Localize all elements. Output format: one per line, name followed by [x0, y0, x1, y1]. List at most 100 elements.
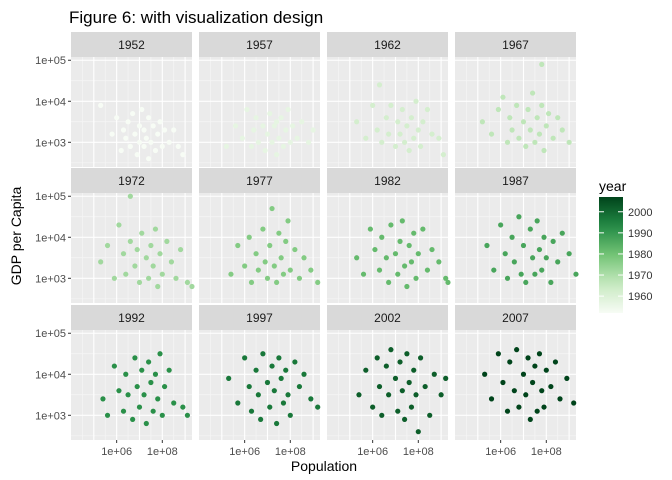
data-point: [166, 367, 172, 373]
data-point: [363, 367, 369, 373]
data-point: [242, 355, 248, 361]
data-point: [315, 404, 321, 410]
data-point: [141, 392, 147, 398]
data-point: [415, 251, 421, 257]
data-point: [125, 119, 131, 125]
data-point: [155, 283, 161, 290]
data-point: [155, 131, 161, 137]
legend-title: year: [599, 178, 627, 194]
data-point: [406, 379, 412, 386]
data-point: [500, 94, 506, 100]
data-point: [146, 156, 152, 162]
data-point: [269, 363, 275, 369]
data-point: [292, 246, 298, 253]
y-tick-label: 1e+05: [35, 328, 66, 340]
data-point: [157, 119, 163, 125]
data-point: [507, 359, 513, 365]
data-point: [376, 267, 383, 273]
data-point: [184, 412, 191, 418]
data-point: [479, 119, 485, 125]
data-point: [388, 222, 394, 228]
data-point: [376, 383, 383, 390]
x-tick-label: 1e+06: [229, 446, 260, 458]
data-point: [383, 115, 389, 121]
data-point: [274, 420, 280, 427]
data-point: [139, 367, 145, 373]
data-point: [109, 131, 115, 137]
data-point: [244, 106, 250, 113]
data-point: [276, 135, 282, 141]
data-point: [534, 115, 540, 121]
facet-strip-label: 1977: [246, 174, 273, 188]
facet-strip-label: 1952: [118, 38, 145, 52]
data-point: [413, 275, 419, 281]
data-point: [514, 347, 520, 353]
data-point: [267, 110, 273, 117]
color-legend: year 1960 1970 1980 1990 2000: [599, 178, 652, 313]
facet-panel-1987: 1987: [455, 168, 579, 303]
data-point: [173, 275, 179, 281]
facet-panel-1967: 1967: [455, 32, 576, 167]
data-point: [402, 263, 408, 269]
data-point: [559, 127, 565, 133]
y-tick-label: 1e+04: [35, 369, 66, 381]
facet-strip: [455, 32, 576, 57]
data-point: [305, 139, 312, 145]
data-point: [543, 123, 549, 129]
data-point: [397, 359, 403, 365]
data-point: [422, 383, 428, 390]
data-point: [264, 131, 271, 137]
data-point: [516, 135, 522, 141]
data-point: [491, 267, 497, 273]
data-point: [118, 147, 124, 154]
y-tick-label: 1e+03: [35, 410, 66, 422]
data-point: [308, 267, 314, 273]
data-point: [404, 351, 410, 357]
facet-strip: [327, 168, 448, 193]
data-point: [189, 283, 195, 290]
data-point: [511, 259, 517, 265]
data-point: [155, 396, 161, 402]
data-point: [159, 271, 165, 277]
data-point: [299, 119, 305, 125]
data-point: [514, 102, 520, 108]
data-point: [392, 251, 399, 257]
data-point: [571, 400, 577, 406]
data-point: [354, 255, 360, 261]
data-point: [246, 383, 252, 390]
data-point: [404, 283, 410, 290]
data-point: [413, 392, 419, 398]
data-point: [232, 123, 239, 129]
data-point: [134, 383, 140, 390]
data-point: [408, 404, 415, 410]
data-point: [120, 127, 127, 133]
data-point: [397, 131, 403, 137]
facet-panel-1972: 1972 1e+03 1e+04 1e+05: [35, 168, 195, 303]
data-point: [545, 110, 552, 117]
data-point: [367, 226, 373, 232]
data-point: [408, 259, 415, 265]
y-tick-label: 1e+04: [35, 96, 66, 108]
data-point: [536, 351, 543, 357]
data-point: [484, 242, 490, 249]
data-point: [411, 135, 417, 141]
data-point: [532, 271, 538, 277]
y-axis-title: GDP per Capita: [8, 187, 24, 286]
data-point: [495, 106, 501, 113]
data-point: [139, 230, 145, 236]
facet-strip: [327, 32, 448, 57]
data-point: [379, 139, 385, 145]
data-point: [354, 119, 360, 125]
data-point: [301, 371, 307, 377]
data-point: [146, 115, 152, 121]
data-point: [408, 115, 415, 121]
facet-strip: [455, 168, 576, 193]
facet-strip: [199, 305, 320, 330]
data-point: [143, 255, 149, 261]
data-point: [141, 143, 147, 150]
data-point: [184, 279, 191, 286]
data-point: [132, 355, 138, 361]
data-point: [440, 152, 447, 158]
data-point: [539, 388, 545, 394]
data-point: [431, 371, 437, 377]
